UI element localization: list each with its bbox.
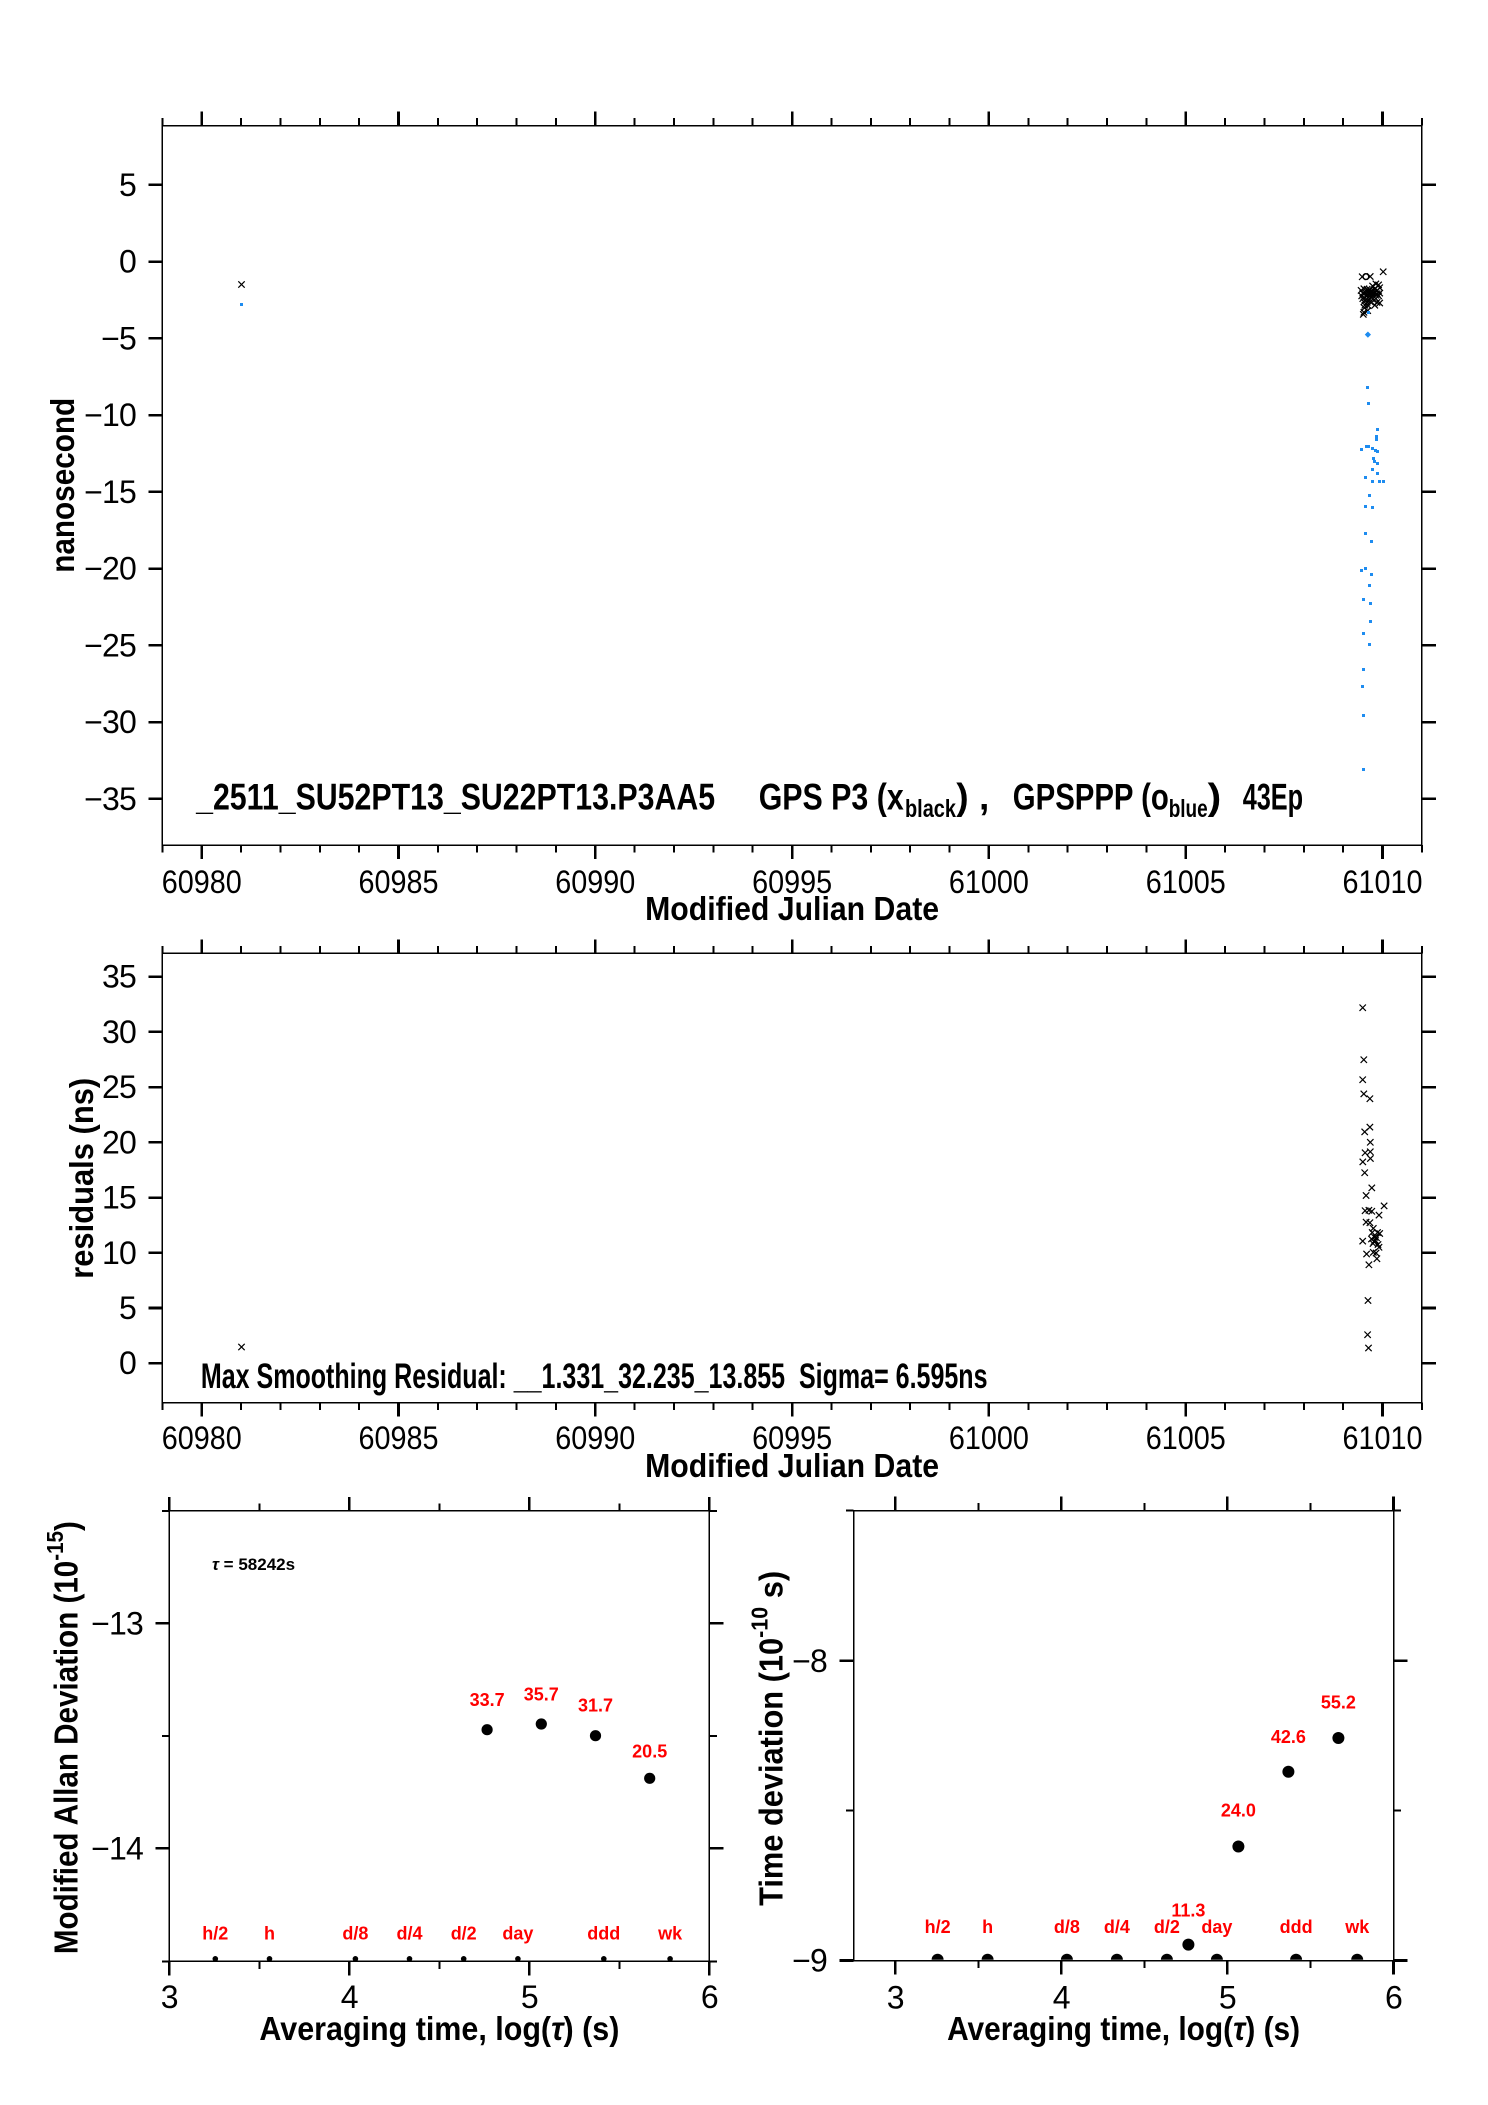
svg-text:55.2: 55.2 xyxy=(1321,1693,1356,1713)
svg-text:5: 5 xyxy=(521,1979,538,2015)
svg-text:11.3: 11.3 xyxy=(1171,1901,1205,1921)
svg-text:−20: −20 xyxy=(84,551,136,587)
svg-text:h: h xyxy=(264,1924,275,1944)
svg-text:61010: 61010 xyxy=(1343,864,1423,900)
svg-text:) ,: ) , xyxy=(956,777,989,818)
svg-text:60990: 60990 xyxy=(555,1420,635,1456)
svg-text:3: 3 xyxy=(161,1979,178,2015)
svg-text:−25: −25 xyxy=(84,627,136,663)
svg-text:31.7: 31.7 xyxy=(578,1696,613,1716)
svg-text:Max Smoothing Residual: __1.33: Max Smoothing Residual: __1.331_32.235_1… xyxy=(201,1357,988,1396)
svg-text:24.0: 24.0 xyxy=(1221,1801,1256,1821)
svg-text:): ) xyxy=(1208,777,1222,818)
svg-text:−9: −9 xyxy=(792,1943,827,1979)
svg-text:0: 0 xyxy=(119,1345,136,1381)
svg-text:60985: 60985 xyxy=(359,864,439,900)
svg-text:30: 30 xyxy=(102,1014,136,1050)
svg-text:−8: −8 xyxy=(792,1643,827,1679)
svg-text:d/8: d/8 xyxy=(1054,1917,1080,1937)
svg-text:GPSPPP (o: GPSPPP (o xyxy=(1013,777,1169,818)
svg-text:35.7: 35.7 xyxy=(524,1685,559,1705)
svg-text:h/2: h/2 xyxy=(925,1917,951,1937)
svg-text:τ = 58242s: τ = 58242s xyxy=(212,1555,295,1574)
svg-text:60995: 60995 xyxy=(752,864,832,900)
svg-text:25: 25 xyxy=(102,1069,136,1105)
svg-text:6: 6 xyxy=(1385,1980,1402,2016)
svg-text:ddd: ddd xyxy=(1280,1917,1313,1937)
svg-text:60990: 60990 xyxy=(555,864,635,900)
svg-text:Averaging time, log(τ) (s): Averaging time, log(τ) (s) xyxy=(259,2010,619,2047)
svg-text:GPS P3 (x: GPS P3 (x xyxy=(759,777,904,818)
svg-text:60980: 60980 xyxy=(162,864,242,900)
svg-text:Modified Julian Date: Modified Julian Date xyxy=(645,1447,939,1484)
svg-text:black: black xyxy=(905,795,956,823)
svg-text:wk: wk xyxy=(1344,1917,1370,1937)
svg-text:Modified Allan Deviation (10-1: Modified Allan Deviation (10-15) xyxy=(42,1521,85,1954)
svg-text:61000: 61000 xyxy=(949,1420,1029,1456)
svg-text:35: 35 xyxy=(102,959,136,995)
svg-text:−35: −35 xyxy=(84,781,136,817)
svg-text:Averaging time, log(τ) (s): Averaging time, log(τ) (s) xyxy=(947,2010,1300,2047)
svg-text:61005: 61005 xyxy=(1146,864,1226,900)
svg-text:−30: −30 xyxy=(84,704,136,740)
svg-text:blue: blue xyxy=(1169,795,1208,823)
svg-text:3: 3 xyxy=(887,1980,904,2016)
svg-text:33.7: 33.7 xyxy=(470,1690,505,1710)
svg-text:61000: 61000 xyxy=(949,864,1029,900)
svg-text:20: 20 xyxy=(102,1124,136,1160)
svg-text:day: day xyxy=(502,1924,533,1944)
svg-text:d/4: d/4 xyxy=(396,1924,422,1944)
svg-text:61010: 61010 xyxy=(1343,1420,1423,1456)
svg-text:−13: −13 xyxy=(91,1605,143,1641)
svg-text:ddd: ddd xyxy=(587,1924,620,1944)
svg-text:h: h xyxy=(982,1917,993,1937)
svg-text:15: 15 xyxy=(102,1180,136,1216)
svg-text:61005: 61005 xyxy=(1146,1420,1226,1456)
svg-text:d/4: d/4 xyxy=(1104,1917,1130,1937)
svg-text:5: 5 xyxy=(119,1290,136,1326)
svg-text:20.5: 20.5 xyxy=(632,1741,667,1761)
svg-text:−5: −5 xyxy=(101,320,136,356)
svg-text:4: 4 xyxy=(1053,1980,1070,2016)
svg-text:−15: −15 xyxy=(84,474,136,510)
svg-text:60985: 60985 xyxy=(359,1420,439,1456)
svg-text:5: 5 xyxy=(1219,1980,1236,2016)
svg-text:60995: 60995 xyxy=(752,1420,832,1456)
svg-text:5: 5 xyxy=(119,167,136,203)
svg-text:h/2: h/2 xyxy=(202,1924,228,1944)
svg-text:10: 10 xyxy=(102,1235,136,1271)
svg-text:d/2: d/2 xyxy=(451,1924,477,1944)
svg-text:nanosecond: nanosecond xyxy=(44,398,81,573)
svg-text:6: 6 xyxy=(701,1979,718,2015)
svg-text:day: day xyxy=(1201,1917,1232,1937)
svg-text:residuals (ns): residuals (ns) xyxy=(63,1078,100,1279)
svg-text:d/8: d/8 xyxy=(342,1924,368,1944)
svg-text:43Ep: 43Ep xyxy=(1243,777,1303,818)
svg-text:−10: −10 xyxy=(84,397,136,433)
svg-text:d/2: d/2 xyxy=(1154,1917,1180,1937)
svg-text:0: 0 xyxy=(119,244,136,280)
svg-text:60980: 60980 xyxy=(162,1420,242,1456)
svg-text:42.6: 42.6 xyxy=(1271,1727,1306,1747)
svg-text:Modified Julian Date: Modified Julian Date xyxy=(645,890,939,927)
svg-text:_2511_SU52PT13_SU22PT13.P3AA5: _2511_SU52PT13_SU22PT13.P3AA5 xyxy=(195,777,715,818)
svg-text:wk: wk xyxy=(657,1924,683,1944)
svg-text:−14: −14 xyxy=(91,1830,143,1866)
svg-text:4: 4 xyxy=(341,1979,358,2015)
